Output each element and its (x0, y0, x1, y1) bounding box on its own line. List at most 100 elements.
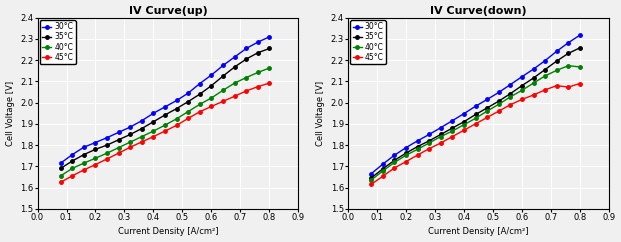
Line: 40°C: 40°C (369, 64, 582, 182)
40°C (564, 64, 572, 67)
45°C (437, 142, 445, 144)
35°C (184, 100, 192, 103)
45°C (518, 98, 525, 101)
40°C (495, 103, 502, 106)
45°C (448, 135, 456, 138)
45°C (254, 85, 261, 88)
Line: 40°C: 40°C (59, 66, 271, 178)
Title: IV Curve(up): IV Curve(up) (129, 6, 207, 15)
40°C (115, 146, 122, 149)
35°C (138, 127, 145, 130)
35°C (391, 159, 398, 162)
40°C (507, 95, 514, 98)
30°C (448, 119, 456, 122)
35°C (196, 93, 204, 96)
35°C (530, 76, 537, 79)
30°C (460, 112, 468, 115)
35°C (402, 152, 410, 155)
40°C (414, 148, 421, 151)
35°C (495, 100, 502, 103)
45°C (219, 100, 227, 103)
35°C (150, 120, 157, 123)
40°C (184, 110, 192, 113)
45°C (564, 86, 572, 89)
35°C (553, 60, 560, 62)
45°C (103, 157, 111, 160)
30°C (576, 34, 584, 37)
45°C (379, 175, 386, 178)
40°C (472, 117, 479, 120)
40°C (368, 179, 375, 182)
30°C (472, 105, 479, 108)
45°C (266, 82, 273, 84)
35°C (68, 159, 76, 162)
45°C (414, 154, 421, 157)
40°C (391, 161, 398, 164)
30°C (57, 162, 65, 165)
45°C (196, 110, 204, 113)
45°C (507, 103, 514, 106)
40°C (161, 124, 169, 127)
40°C (80, 162, 88, 165)
40°C (530, 82, 537, 84)
40°C (219, 89, 227, 92)
Title: IV Curve(down): IV Curve(down) (430, 6, 527, 15)
Line: 45°C: 45°C (369, 82, 582, 186)
Legend: 30°C, 35°C, 40°C, 45°C: 30°C, 35°C, 40°C, 45°C (40, 20, 76, 64)
30°C (138, 119, 145, 122)
40°C (576, 66, 584, 68)
35°C (207, 84, 215, 87)
40°C (68, 167, 76, 170)
35°C (127, 133, 134, 136)
30°C (68, 153, 76, 156)
35°C (542, 68, 549, 71)
40°C (57, 174, 65, 177)
45°C (231, 95, 238, 98)
45°C (115, 152, 122, 155)
35°C (437, 133, 445, 136)
40°C (196, 103, 204, 106)
30°C (495, 91, 502, 94)
35°C (472, 113, 479, 116)
40°C (103, 152, 111, 155)
45°C (173, 124, 180, 127)
40°C (379, 169, 386, 172)
30°C (391, 154, 398, 157)
40°C (266, 67, 273, 69)
30°C (530, 68, 537, 70)
30°C (184, 92, 192, 95)
45°C (207, 105, 215, 108)
30°C (231, 55, 238, 58)
45°C (150, 135, 157, 138)
30°C (266, 35, 273, 38)
30°C (242, 47, 250, 50)
45°C (138, 140, 145, 143)
35°C (266, 47, 273, 50)
35°C (425, 139, 433, 142)
Line: 30°C: 30°C (59, 35, 271, 165)
X-axis label: Current Density [A/cm²]: Current Density [A/cm²] (118, 227, 218, 236)
40°C (92, 157, 99, 160)
40°C (460, 123, 468, 126)
40°C (437, 135, 445, 138)
45°C (553, 84, 560, 87)
45°C (127, 146, 134, 149)
35°C (92, 148, 99, 151)
Line: 30°C: 30°C (369, 33, 582, 175)
30°C (483, 98, 491, 101)
Line: 35°C: 35°C (369, 46, 582, 180)
45°C (472, 122, 479, 125)
45°C (391, 166, 398, 169)
45°C (68, 174, 76, 177)
Legend: 30°C, 35°C, 40°C, 45°C: 30°C, 35°C, 40°C, 45°C (350, 20, 386, 64)
X-axis label: Current Density [A/cm²]: Current Density [A/cm²] (428, 227, 528, 236)
40°C (138, 135, 145, 138)
40°C (542, 75, 549, 77)
35°C (564, 52, 572, 55)
30°C (150, 112, 157, 115)
35°C (242, 58, 250, 60)
45°C (368, 183, 375, 186)
40°C (483, 110, 491, 113)
35°C (507, 92, 514, 95)
45°C (483, 116, 491, 119)
